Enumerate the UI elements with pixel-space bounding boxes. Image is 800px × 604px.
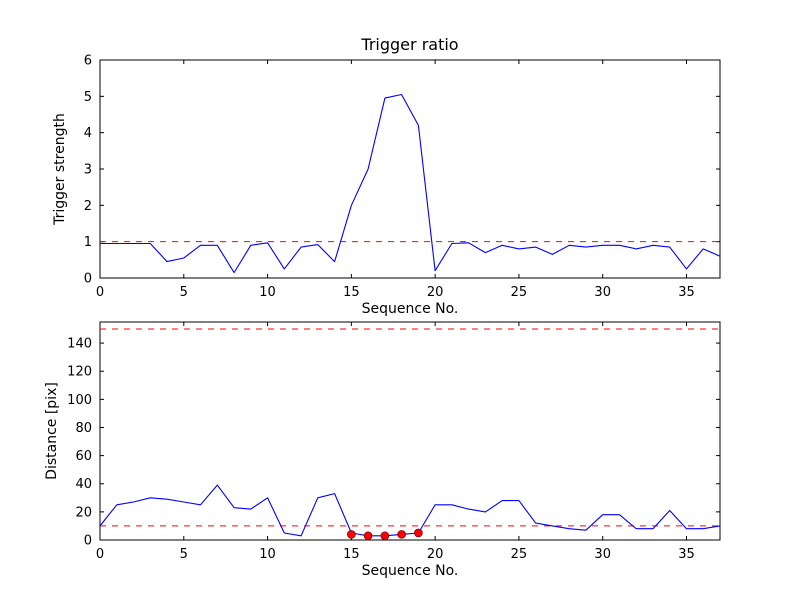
y-tick-label: 80 — [75, 421, 92, 436]
plot-title: Trigger ratio — [360, 35, 458, 54]
triggered-points-marker — [363, 531, 373, 541]
x-tick-label: 25 — [511, 547, 528, 562]
x-tick-label: 5 — [180, 285, 188, 300]
y-tick-label: 120 — [67, 365, 92, 380]
x-axis-label: Sequence No. — [362, 301, 459, 317]
triggered-points-marker — [380, 531, 390, 541]
distance-line — [99, 484, 721, 537]
y-tick-label: 60 — [75, 449, 92, 464]
triggered-points-marker — [347, 530, 356, 539]
axes-frame — [99, 59, 721, 279]
x-tick-label: 20 — [427, 285, 444, 300]
x-tick-label: 5 — [180, 547, 188, 562]
y-axis-label: Distance [pix] — [44, 382, 60, 480]
x-tick-label: 30 — [594, 285, 611, 300]
x-tick-label: 30 — [594, 547, 611, 562]
x-tick-label: 10 — [259, 547, 276, 562]
x-tick-label: 0 — [96, 285, 104, 300]
y-tick-label: 100 — [67, 393, 92, 408]
triggered-points-marker — [414, 528, 423, 538]
distance-plot: 0 5 10 15 20 25 30 35 0 20 40 60 80 100 120 140 Sequence… — [44, 321, 721, 579]
triggered-points-marker — [397, 530, 406, 539]
y-tick-label: 3 — [84, 163, 92, 178]
y-tick-label: 4 — [84, 126, 92, 141]
x-tick-label: 35 — [678, 547, 695, 562]
x-axis-label: Sequence No. — [362, 563, 459, 579]
y-tick-label: 140 — [67, 337, 92, 352]
y-axis-label: Trigger strength — [52, 113, 68, 226]
y-tick-label: 5 — [84, 90, 92, 105]
x-tick-label: 10 — [259, 285, 276, 300]
x-tick-label: 15 — [343, 285, 360, 300]
trigger-strength-line — [100, 93, 721, 274]
x-tick-label: 20 — [427, 547, 444, 562]
y-tick-label: 6 — [84, 54, 92, 69]
axes-frame — [99, 321, 721, 541]
y-tick-label: 1 — [84, 235, 92, 250]
y-tick-label: 0 — [84, 534, 92, 549]
y-tick-label: 2 — [84, 199, 92, 214]
y-tick-label: 0 — [84, 272, 92, 287]
x-tick-label: 15 — [343, 547, 360, 562]
y-tick-label: 20 — [75, 505, 92, 520]
x-tick-label: 35 — [678, 285, 695, 300]
x-tick-label: 0 — [96, 547, 104, 562]
x-tick-label: 25 — [511, 285, 528, 300]
trigger-ratio-plot: 0 5 10 15 20 25 30 35 0 1 2 3 4 5 6 Trigger ratio Sequen… — [52, 35, 721, 317]
y-tick-label: 40 — [75, 477, 92, 492]
